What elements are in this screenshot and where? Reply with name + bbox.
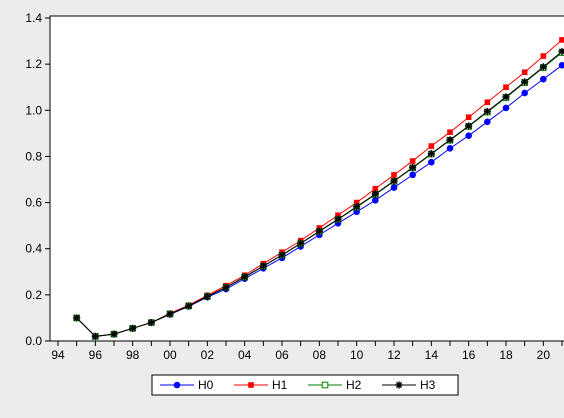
data-point: [484, 118, 491, 126]
data-point: [465, 114, 472, 121]
data-point: [502, 93, 510, 101]
legend-item-h0: H0: [160, 378, 214, 392]
data-point: [502, 104, 510, 112]
x-tick-label: 16: [462, 348, 476, 362]
data-point: [147, 318, 155, 327]
x-tick-label: 20: [537, 348, 551, 362]
legend: H0 H1 H2 H3: [151, 374, 459, 396]
legend-item-h2: H2: [308, 378, 362, 392]
x-axis: 94 96 98 00 02 04 06 08 10 12 14 16 18 20: [51, 341, 563, 362]
data-point: [428, 143, 435, 149]
y-tick-label: 0.2: [25, 288, 42, 302]
data-point: [465, 122, 473, 130]
x-tick-label: 08: [313, 348, 327, 362]
data-point: [503, 84, 509, 91]
x-tick-label: 06: [275, 348, 289, 362]
data-point: [315, 227, 323, 235]
legend-label: H3: [420, 378, 436, 392]
data-point: [539, 63, 547, 71]
data-point: [465, 132, 472, 139]
data-point: [409, 171, 416, 179]
legend-item-h3: H3: [382, 378, 436, 392]
data-point: [371, 190, 379, 198]
data-point: [390, 184, 398, 191]
data-point: [559, 37, 564, 43]
data-point: [483, 107, 491, 116]
data-point: [558, 47, 564, 56]
data-point: [110, 330, 118, 338]
data-point: [447, 129, 453, 136]
data-point: [335, 212, 341, 219]
y-tick-label: 0.8: [25, 149, 42, 163]
data-point: [73, 314, 81, 322]
data-point: [446, 136, 454, 144]
data-point: [241, 273, 249, 281]
data-point: [372, 185, 379, 192]
y-axis: 0.0 0.2 0.4 0.6 0.8 1.0 1.2 1.4: [25, 11, 50, 348]
x-tick-label: 10: [350, 348, 364, 362]
data-point: [409, 163, 417, 172]
x-tick-label: 94: [51, 348, 65, 362]
data-point: [390, 177, 398, 185]
data-point: [222, 283, 230, 292]
data-point: [521, 89, 528, 97]
data-point: [540, 75, 547, 83]
data-point: [446, 145, 454, 152]
x-tick-label: 14: [425, 348, 439, 362]
data-point: [521, 69, 528, 76]
data-point: [185, 302, 193, 310]
data-point: [427, 150, 435, 158]
data-point: [297, 239, 305, 248]
y-tick-label: 0.4: [25, 242, 42, 256]
x-tick-label: 04: [238, 348, 252, 362]
legend-label: H2: [346, 378, 362, 392]
data-point: [91, 332, 99, 340]
legend-box: [151, 374, 459, 396]
data-point: [248, 382, 254, 388]
legend-label: H1: [272, 378, 288, 392]
y-tick-label: 0.6: [25, 196, 42, 210]
data-point: [334, 215, 342, 223]
data-point: [521, 78, 529, 86]
x-tick-label: 96: [89, 348, 103, 362]
data-point: [372, 196, 379, 204]
data-point: [321, 381, 329, 389]
series-layer: [73, 37, 564, 340]
x-tick-label: 12: [387, 348, 401, 362]
data-point: [540, 53, 547, 59]
data-point: [166, 310, 174, 318]
data-point: [203, 292, 211, 301]
x-tick-label: 00: [163, 348, 177, 362]
data-point: [278, 251, 286, 259]
data-point: [395, 381, 403, 389]
data-point: [428, 158, 435, 166]
legend-label: H0: [198, 378, 214, 392]
series-h3: [73, 47, 564, 340]
data-point: [353, 199, 360, 206]
data-point: [353, 203, 361, 211]
x-tick-label: 18: [499, 348, 513, 362]
y-tick-label: 1.0: [25, 103, 42, 117]
data-point: [173, 381, 181, 389]
y-tick-label: 0.0: [25, 334, 42, 348]
data-point: [391, 172, 397, 178]
legend-item-h1: H1: [234, 378, 288, 392]
data-point: [558, 61, 564, 69]
x-tick-label: 98: [126, 348, 140, 362]
x-tick-label: 02: [201, 348, 215, 362]
data-point: [409, 158, 416, 164]
data-point: [259, 262, 267, 270]
data-point: [484, 99, 491, 106]
y-tick-label: 1.2: [25, 57, 42, 71]
data-point: [129, 324, 137, 332]
y-tick-label: 1.4: [25, 11, 42, 25]
plot-area: [49, 15, 564, 342]
